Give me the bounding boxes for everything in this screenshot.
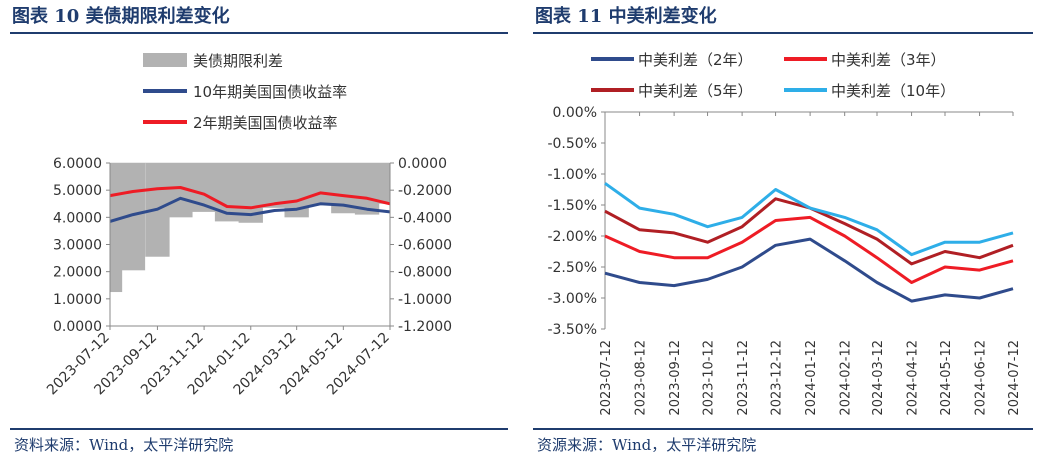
legend-swatch-spread: [143, 53, 187, 67]
y-tick-label: 0.00%: [553, 105, 597, 121]
y-tick-label: -3.50%: [547, 322, 597, 338]
y-right-tick-label: -0.6000: [398, 238, 452, 254]
x-tick-label: 2023-09-12: [668, 340, 683, 416]
x-tick-label: 2024-07-12: [1007, 340, 1022, 416]
figure-11-chart: 中美利差（2年） 中美利差（3年） 中美利差（5年） 中美利差（10年） 0.00% -0…: [547, 51, 1022, 416]
x-tick-label: 2023-08-12: [634, 340, 649, 416]
y-left-tick-label: 3.0000: [53, 238, 102, 254]
y-tick-label: -2.50%: [547, 260, 597, 276]
figure-10-title: 图表 10 美债期限利差变化: [12, 6, 230, 27]
x-tick-label: 2023-10-12: [702, 340, 717, 416]
legend-label-2: 2年期美国国债收益率: [193, 114, 338, 132]
y-tick-label: -1.50%: [547, 198, 597, 214]
y-left-tick-label: 0.0000: [53, 319, 102, 335]
y-tick-label: -3.00%: [547, 291, 597, 307]
y-right-tick-label: 0.0000: [398, 156, 447, 172]
y-tick-label: -1.00%: [547, 167, 597, 183]
x-tick-label: 2024-04-12: [906, 340, 921, 416]
figure-11-bottom-rule: [533, 428, 1033, 430]
series-line-0: [604, 237, 1014, 303]
spread-band-12: [377, 163, 390, 204]
x-tick-label: 2024-05-12: [939, 340, 954, 416]
figure-10-bottom-rule: [10, 428, 508, 430]
x-tick-label: 2023-12-12: [770, 340, 785, 416]
series-line-1: [604, 215, 1014, 284]
x-tick-label: 2024-06-12: [974, 340, 989, 416]
spread-band-7: [262, 163, 287, 208]
x-tick-label: 2023-11-12: [736, 340, 751, 416]
y-left-tick-label: 6.0000: [53, 156, 102, 172]
y-tick-label: -0.50%: [547, 136, 597, 152]
spread-band-9: [308, 163, 333, 206]
legend-label-0: 中美利差（2年）: [638, 51, 753, 69]
y-left-tick-label: 5.0000: [53, 183, 102, 199]
legend-label-2: 中美利差（5年）: [638, 82, 753, 100]
figure-11-panel: 图表 11 中美利差变化 中美利差（2年） 中美利差（3年） 中美利差（5年） 中美利…: [521, 0, 1042, 461]
legend-label-1: 10年期美国国债收益率: [193, 83, 347, 101]
y-right-tick-label: -0.8000: [398, 265, 452, 281]
figure-10-panel: 图表 10 美债期限利差变化 美债期限利差 10年期美国国债收益率 2年期美国国债收…: [10, 6, 508, 454]
y-left-tick-label: 4.0000: [53, 210, 102, 226]
y-tick-label: -2.00%: [547, 229, 597, 245]
series-line-3: [604, 182, 1014, 257]
figure-11-top-rule: [533, 32, 1033, 34]
figure-10-top-rule: [10, 32, 508, 34]
x-tick-label: 2024-02-12: [839, 340, 854, 416]
x-tick-label: 2023-07-12: [599, 340, 614, 416]
x-tick-label: 2024-03-12: [871, 340, 886, 416]
y-right-tick-label: -1.2000: [398, 319, 452, 335]
y-left-tick-label: 2.0000: [53, 265, 102, 281]
spread-band-11: [354, 163, 380, 215]
y-right-tick-label: -1.0000: [398, 292, 452, 308]
figure-10-source: 资料来源：Wind，太平洋研究院: [14, 436, 234, 454]
series-line-1: [109, 196, 391, 223]
figure-11-title: 图表 11 中美利差变化: [535, 6, 717, 27]
y-left-tick-label: 1.0000: [53, 292, 102, 308]
legend-label-0: 美债期限利差: [193, 52, 283, 70]
y-right-tick-label: -0.4000: [398, 210, 452, 226]
series-line-2: [109, 186, 391, 210]
spread-band-0: [110, 163, 123, 293]
figure-11-source: 资源来源：Wind，太平洋研究院: [537, 436, 757, 454]
figure-10-chart: 美债期限利差 10年期美国国债收益率 2年期美国国债收益率 6.0000 5.0000 4…: [44, 52, 452, 398]
y-right-tick-label: -0.2000: [398, 183, 452, 199]
x-tick-label: 2024-01-12: [804, 340, 819, 416]
legend-label-3: 中美利差（10年）: [831, 82, 955, 100]
legend-label-1: 中美利差（3年）: [831, 51, 946, 69]
